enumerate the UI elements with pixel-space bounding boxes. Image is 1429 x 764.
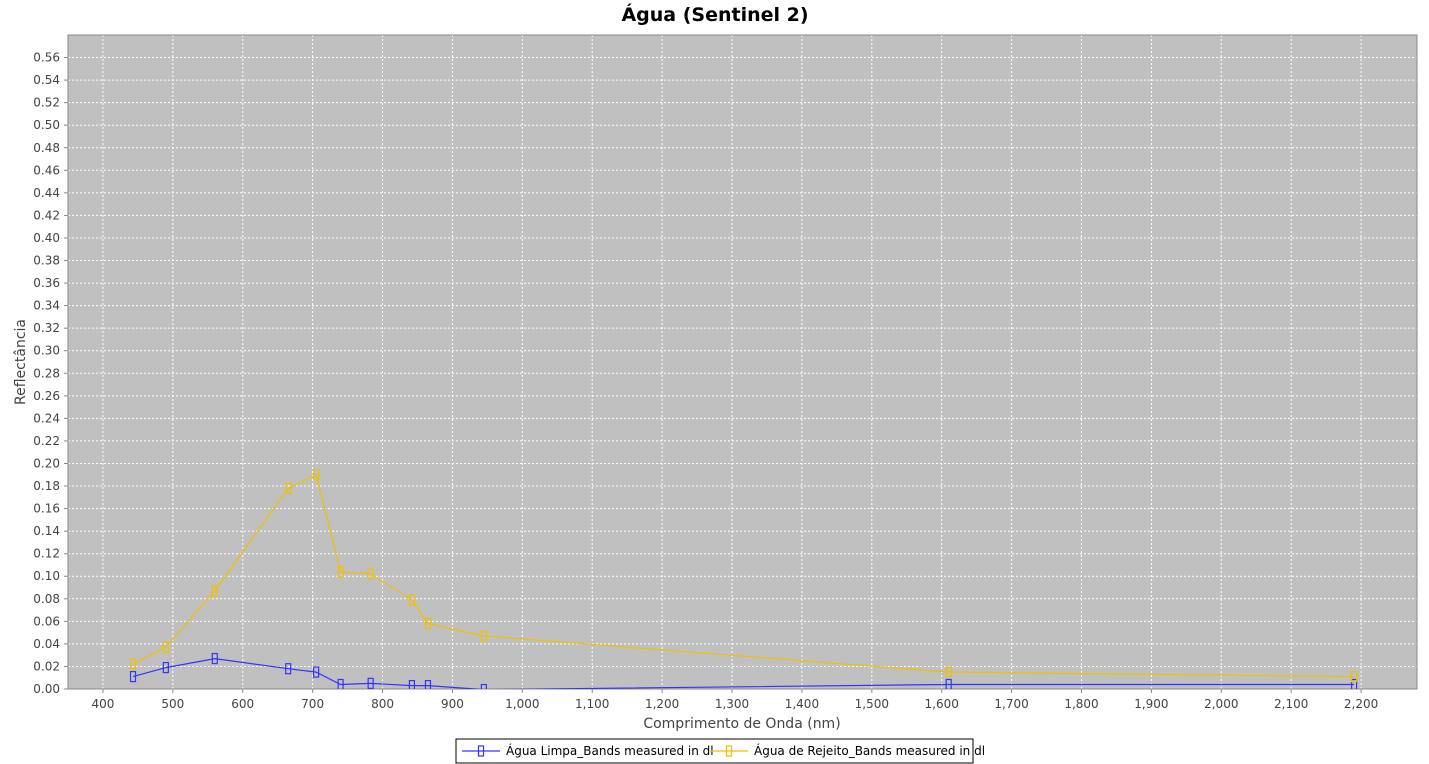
legend-label: Água Limpa_Bands measured in dl	[506, 743, 714, 758]
y-tick-label: 0.20	[33, 456, 60, 470]
series-lines	[129, 469, 1358, 689]
x-tick-label: 2,200	[1344, 697, 1378, 711]
y-tick-label: 0.22	[33, 434, 60, 448]
data-point	[211, 585, 218, 597]
y-tick-label: 0.32	[33, 321, 60, 335]
x-tick-label: 1,900	[1134, 697, 1168, 711]
data-point	[367, 568, 374, 580]
x-tick-label: 500	[161, 697, 184, 711]
data-point	[945, 666, 952, 678]
y-tick-label: 0.56	[33, 51, 60, 65]
x-tick-label: 800	[371, 697, 394, 711]
x-tick-label: 600	[231, 697, 254, 711]
axes	[67, 34, 1418, 690]
y-tick-label: 0.18	[33, 479, 60, 493]
legend-swatch-marker	[725, 745, 733, 757]
data-point	[129, 670, 137, 683]
x-tick-label: 1,000	[505, 697, 539, 711]
y-tick-label: 0.38	[33, 254, 60, 268]
series-line	[132, 473, 1355, 678]
data-point	[211, 652, 218, 665]
y-tick-label: 0.10	[33, 569, 60, 583]
y-tick-label: 0.28	[33, 366, 60, 380]
plot-area	[68, 35, 1417, 689]
x-axis-ticks: 400 500 600 700 800 900 1,000 1,100 1,200 1,300 1,…	[91, 689, 1378, 711]
y-tick-label: 0.04	[33, 637, 60, 651]
data-point	[337, 678, 344, 689]
y-tick-label: 0.26	[33, 389, 60, 403]
y-tick-label: 0.06	[33, 614, 60, 628]
x-tick-label: 900	[441, 697, 464, 711]
x-tick-label: 1,800	[1064, 697, 1098, 711]
series-line	[132, 657, 1355, 689]
y-axis-label: Reflectância	[13, 319, 29, 405]
legend-label: Água de Rejeito_Bands measured in dl	[754, 743, 985, 758]
y-tick-label: 0.54	[33, 73, 60, 87]
x-tick-label: 400	[91, 697, 114, 711]
data-point	[480, 683, 487, 689]
data-point	[313, 469, 320, 481]
data-point	[367, 677, 374, 689]
legend-swatch-marker	[477, 745, 485, 757]
y-tick-label: 0.36	[33, 276, 60, 290]
x-tick-label: 2,100	[1274, 697, 1308, 711]
x-axis-label: Comprimento de Onda (nm)	[643, 716, 840, 732]
y-tick-label: 0.02	[33, 659, 60, 673]
y-tick-label: 0.16	[33, 502, 60, 516]
data-point	[408, 594, 415, 606]
data-point	[337, 566, 344, 578]
x-tick-label: 1,600	[925, 697, 959, 711]
data-point	[945, 678, 952, 689]
y-tick-label: 0.42	[33, 208, 60, 222]
series-2	[129, 469, 1358, 683]
y-tick-label: 0.24	[33, 411, 60, 425]
y-tick-label: 0.48	[33, 141, 60, 155]
data-point	[424, 617, 432, 630]
data-point	[162, 641, 169, 653]
y-tick-label: 0.40	[33, 231, 60, 245]
data-point	[480, 630, 487, 642]
x-tick-label: 1,300	[715, 697, 749, 711]
y-tick-label: 0.14	[33, 524, 60, 538]
y-tick-label: 0.52	[33, 96, 60, 110]
x-tick-label: 2,000	[1204, 697, 1238, 711]
data-point	[285, 663, 292, 675]
data-point	[162, 661, 169, 674]
plot-border	[67, 34, 1418, 690]
y-tick-label: 0.46	[33, 163, 60, 177]
data-point	[129, 658, 137, 670]
x-tick-label: 1,400	[785, 697, 819, 711]
x-tick-label: 1,100	[575, 697, 609, 711]
y-tick-label: 0.44	[33, 186, 60, 200]
data-point	[285, 482, 292, 494]
data-point	[1350, 670, 1358, 683]
gridlines	[68, 35, 1417, 690]
x-tick-label: 1,700	[994, 697, 1028, 711]
data-point	[424, 680, 432, 689]
series-1	[129, 652, 1358, 689]
y-tick-label: 0.08	[33, 592, 60, 606]
y-tick-label: 0.30	[33, 344, 60, 358]
data-point	[1350, 678, 1358, 689]
y-tick-label: 0.34	[33, 299, 60, 313]
data-point	[313, 666, 320, 678]
y-tick-label: 0.12	[33, 547, 60, 561]
chart-title: Água (Sentinel 2)	[621, 3, 808, 26]
x-tick-label: 1,200	[645, 697, 679, 711]
x-tick-label: 700	[301, 697, 324, 711]
y-axis-ticks: 0.00 0.02 0.04 0.06 0.08 0.10 0.12 0.14 0.16 0.18…	[33, 51, 68, 696]
legend: Água Limpa_Bands measured in dl Água de R…	[455, 738, 985, 764]
x-tick-label: 1,500	[855, 697, 889, 711]
y-tick-label: 0.50	[33, 118, 60, 132]
data-point	[408, 680, 415, 689]
y-tick-label: 0.00	[33, 682, 60, 696]
